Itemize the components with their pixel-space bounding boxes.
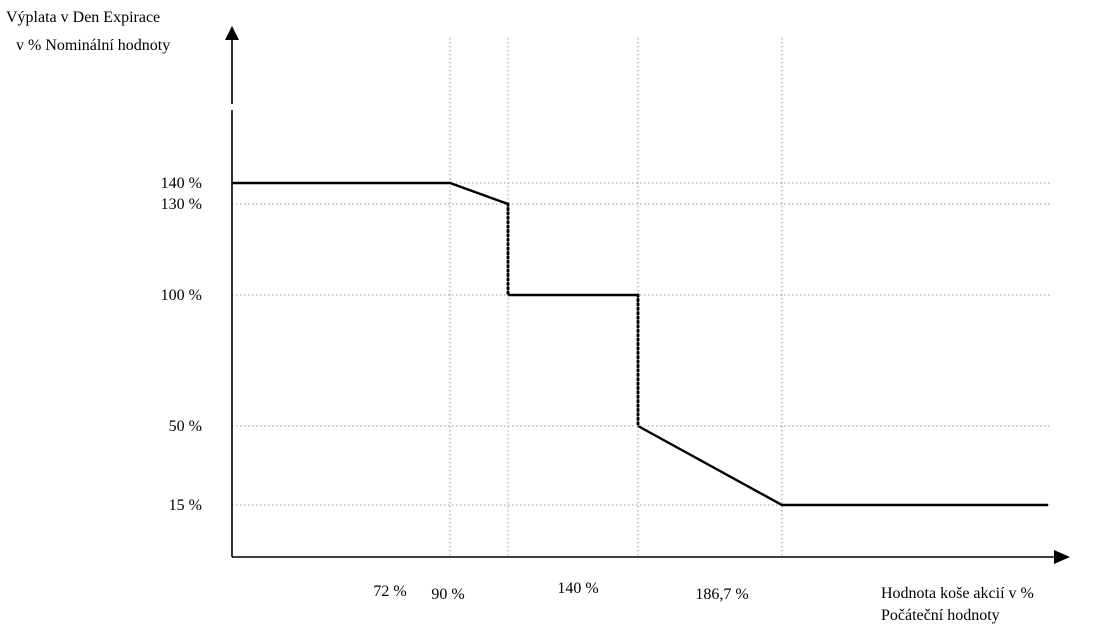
y-tick-label: 130 % [161, 196, 202, 213]
x-axis-label-line-2: Počáteční hodnoty [881, 607, 1000, 624]
x-tick-label: 186,7 % [695, 586, 748, 603]
y-axis-label-line-2: v % Nominální hodnoty [16, 37, 170, 54]
grid [232, 38, 1050, 557]
payoff-line-segment [637, 424, 1048, 507]
y-axis-arrow-icon [225, 26, 239, 40]
x-axis-arrow-icon [1054, 550, 1070, 564]
x-tick-label: 90 % [431, 586, 464, 603]
labels: Výplata v Den Expirace v % Nominální hod… [6, 9, 1034, 624]
x-tick-label: 140 % [557, 580, 598, 597]
y-tick-label: 100 % [161, 287, 202, 304]
y-tick-label: 140 % [161, 175, 202, 192]
payoff-series [232, 181, 1048, 507]
y-axis-label-line-1: Výplata v Den Expirace [6, 9, 160, 26]
payoff-line-segment [232, 181, 509, 206]
axes [225, 26, 1070, 564]
x-axis-label-line-1: Hodnota koše akcií v % [881, 585, 1034, 602]
y-tick-label: 15 % [169, 497, 202, 514]
y-tick-label: 50 % [169, 418, 202, 435]
x-tick-label: 72 % [373, 583, 406, 600]
